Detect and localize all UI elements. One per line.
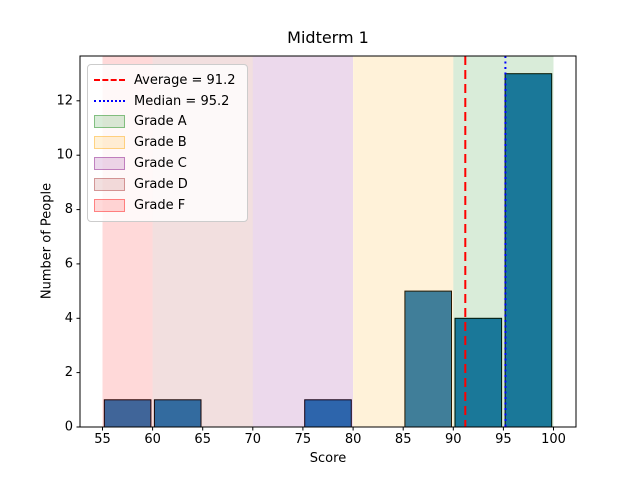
grade-a-swatch [94, 115, 125, 129]
legend-entry-label: Grade C [134, 156, 187, 172]
legend-entry-label: Average = 91.2 [134, 72, 236, 88]
y-tick-label: 0 [65, 420, 73, 435]
legend: Average = 91.2 Median = 95.2 Grade A Grade … [87, 64, 248, 222]
legend-entry-grade-b: Grade B [94, 132, 236, 153]
legend-entry-label: Grade D [134, 176, 188, 192]
legend-entry-grade-f: Grade F [94, 195, 236, 216]
histogram-bar [103, 399, 152, 428]
grade-d-swatch [94, 177, 125, 191]
y-axis-label: Number of People [39, 182, 55, 300]
average-line-sample [94, 79, 125, 82]
x-tick-label: 100 [541, 432, 566, 447]
legend-entry-label: Grade B [134, 135, 187, 151]
axes-spines [79, 55, 577, 428]
y-tick-label: 2 [65, 365, 73, 380]
histogram-bar [404, 290, 452, 428]
grade-c-swatch [94, 157, 125, 171]
x-tick-label: 80 [345, 432, 362, 447]
y-tick-label: 10 [56, 148, 73, 163]
grade-f-swatch [94, 198, 125, 212]
chart-title: Midterm 1 [287, 28, 369, 47]
grade-b-swatch [94, 136, 125, 150]
legend-entry-grade-c: Grade C [94, 153, 236, 174]
x-axis-label: Score [309, 451, 347, 466]
y-tick-label: 8 [65, 202, 73, 217]
x-tick-label: 85 [395, 432, 412, 447]
x-tick-label: 60 [144, 432, 161, 447]
x-tick-label: 90 [445, 432, 462, 447]
histogram-bar [153, 399, 202, 428]
y-tick-label: 6 [65, 256, 73, 271]
legend-entry-average: Average = 91.2 [94, 70, 236, 91]
x-tick-label: 70 [245, 432, 262, 447]
grade-band-a [453, 56, 554, 427]
x-tick-label: 75 [295, 432, 312, 447]
legend-entry-label: Grade F [134, 197, 186, 213]
histogram-bar [504, 73, 553, 428]
x-tick-label: 95 [495, 432, 512, 447]
grade-band-b [353, 56, 454, 427]
legend-entry-grade-d: Grade D [94, 174, 236, 195]
legend-entry-label: Grade A [134, 114, 187, 130]
grade-band-c [252, 56, 353, 427]
x-tick-label: 65 [194, 432, 211, 447]
median-line-sample [94, 100, 125, 103]
legend-entry-label: Median = 95.2 [134, 93, 230, 109]
legend-entry-grade-a: Grade A [94, 112, 236, 133]
y-tick-label: 12 [56, 93, 73, 108]
x-tick-label: 55 [94, 432, 111, 447]
legend-entry-median: Median = 95.2 [94, 91, 236, 112]
y-tick-label: 4 [65, 311, 73, 326]
